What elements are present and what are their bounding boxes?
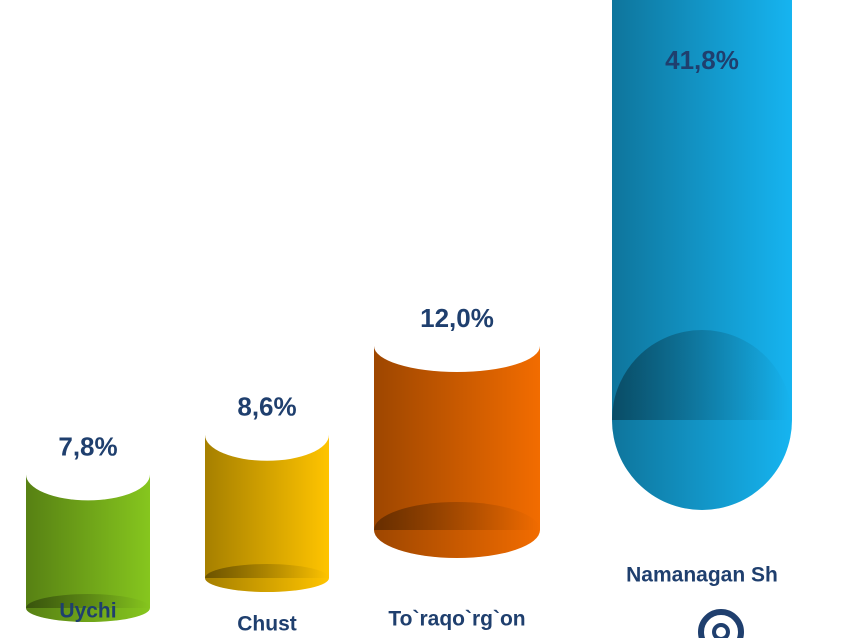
cylinder-part: [374, 320, 540, 372]
cylinder: [374, 320, 540, 558]
cylinder: [612, 0, 792, 510]
value-label: 41,8%: [665, 45, 739, 75]
category-label: To`raqo`rg`on: [388, 608, 525, 631]
category-label: Chust: [237, 613, 297, 636]
value-label: 8,6%: [237, 392, 296, 422]
cylinder-part: [205, 408, 329, 461]
cylinder: [26, 448, 150, 622]
cylinder: [205, 408, 329, 592]
cylinder-part: [374, 346, 540, 530]
cylinder-part: [374, 502, 540, 558]
cylinder-part: [612, 330, 792, 510]
value-label: 12,0%: [420, 303, 494, 333]
cylinder-part: [205, 564, 329, 592]
category-label: Namanagan Sh: [626, 564, 778, 587]
cylinder-part: [26, 448, 150, 501]
value-label: 7,8%: [58, 431, 117, 461]
cylinder-part: [26, 594, 150, 622]
category-label: Uychi: [59, 600, 116, 623]
logo: [698, 609, 744, 638]
